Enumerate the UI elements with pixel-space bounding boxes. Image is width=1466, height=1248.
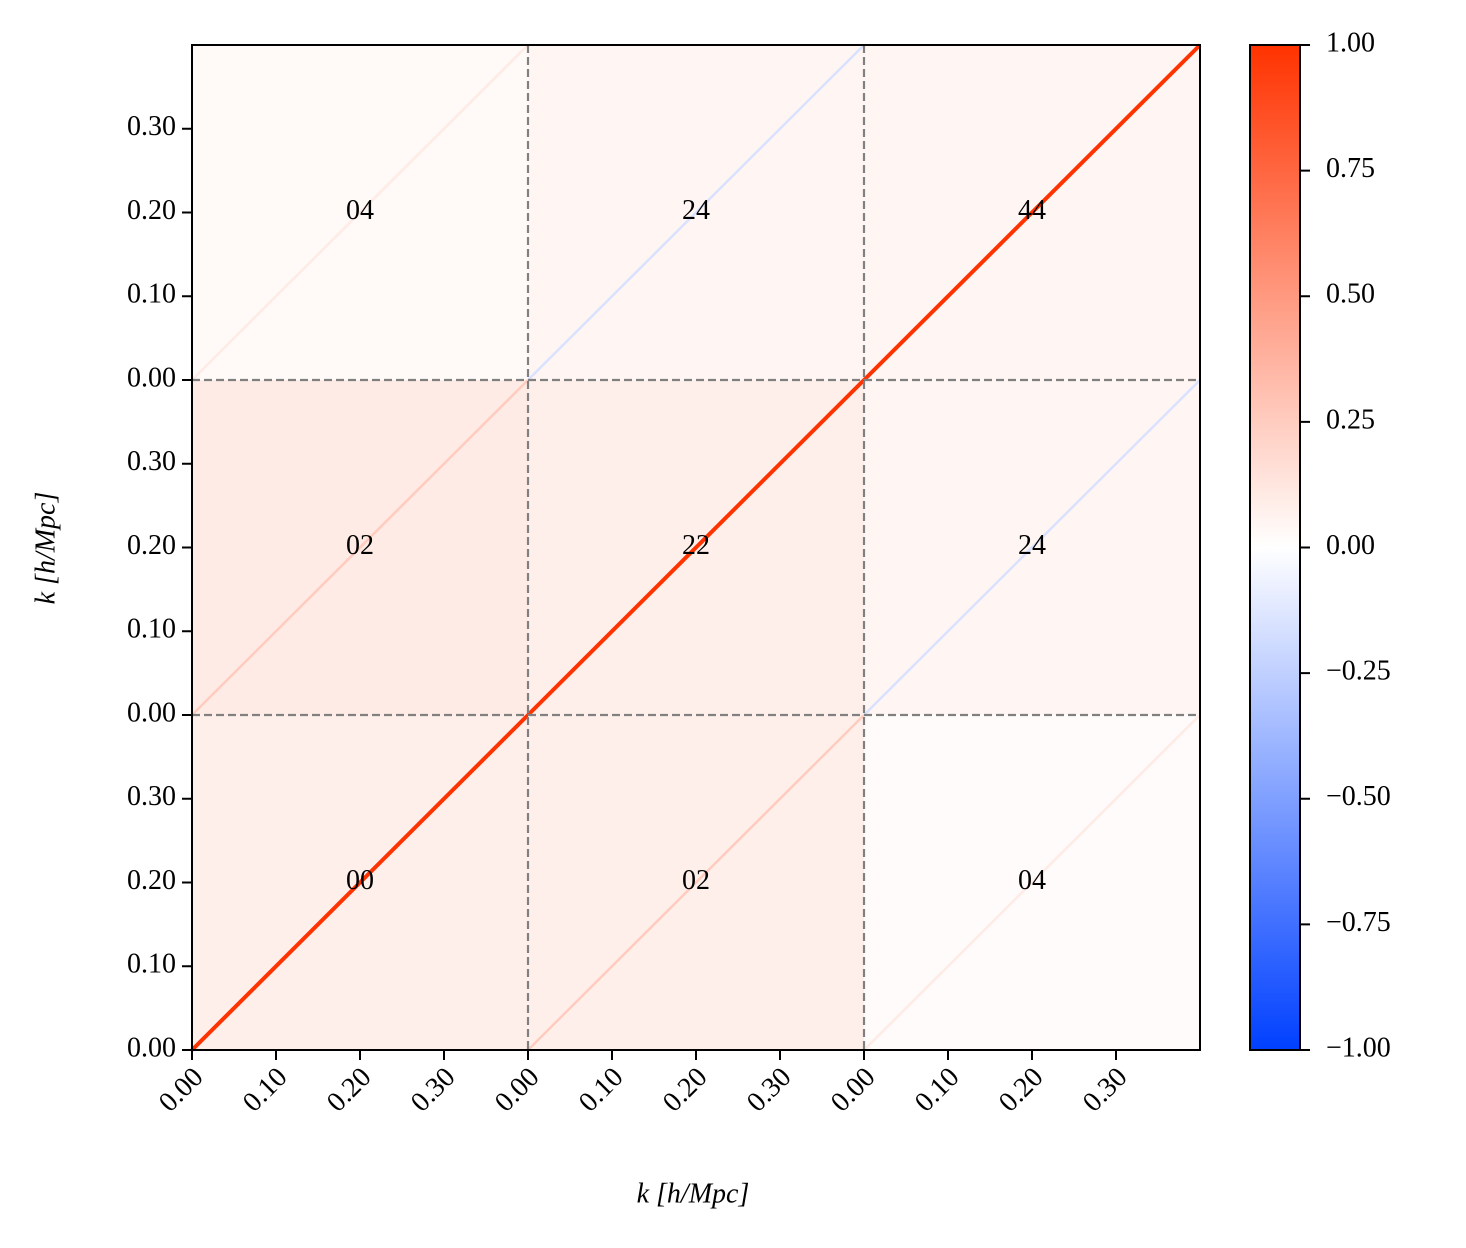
- block-label: 02: [682, 865, 710, 896]
- block-diagonal: [526, 378, 866, 717]
- y-tick-label: 0.30: [127, 446, 176, 477]
- block-diagonal: [863, 714, 1201, 1051]
- x-tick-label: 0.10: [237, 1062, 294, 1119]
- block-diagonal: [862, 43, 1202, 382]
- block-label: 02: [346, 530, 374, 561]
- x-tick-label: 0.20: [321, 1062, 378, 1119]
- y-tick-label: 0.10: [127, 279, 176, 310]
- y-tick-label: 0.20: [127, 530, 176, 561]
- colorbar-tick-label: 1.00: [1326, 27, 1375, 58]
- block-diagonal: [863, 379, 1201, 716]
- block-label: 24: [682, 195, 710, 226]
- x-tick-label: 0.10: [573, 1062, 630, 1119]
- colorbar-tick-label: 0.00: [1326, 530, 1375, 561]
- y-tick-label: 0.00: [127, 362, 176, 393]
- colorbar-tick-label: 0.50: [1326, 279, 1375, 310]
- colorbar-tick-label: −0.50: [1326, 781, 1391, 812]
- block-label: 22: [682, 530, 710, 561]
- block-diagonal: [527, 44, 865, 381]
- block-label: 04: [346, 195, 374, 226]
- x-axis-label: k [h/Mpc]: [637, 1178, 750, 1209]
- x-tick-label: 0.30: [741, 1062, 798, 1119]
- block-diagonal: [527, 714, 865, 1051]
- block-diagonal: [191, 379, 529, 716]
- x-tick-label: 0.00: [489, 1062, 546, 1119]
- y-tick-label: 0.00: [127, 1032, 176, 1063]
- colorbar-tick-label: −1.00: [1326, 1032, 1391, 1063]
- block-label: 00: [346, 865, 374, 896]
- y-axis-label: k [h/Mpc]: [30, 492, 61, 605]
- colorbar-tick-label: −0.75: [1326, 907, 1391, 938]
- x-tick-label: 0.00: [825, 1062, 882, 1119]
- y-tick-label: 0.30: [127, 111, 176, 142]
- block-label: 04: [1018, 865, 1046, 896]
- block-label: 24: [1018, 530, 1046, 561]
- colorbar-tick-label: 0.25: [1326, 404, 1375, 435]
- x-tick-label: 0.30: [405, 1062, 462, 1119]
- y-tick-label: 0.10: [127, 614, 176, 645]
- x-tick-label: 0.20: [993, 1062, 1050, 1119]
- colorbar-tick-label: 0.75: [1326, 153, 1375, 184]
- block-label: 44: [1018, 195, 1046, 226]
- colorbar-tick-label: −0.25: [1326, 656, 1391, 687]
- colorbar: [1249, 44, 1301, 1051]
- x-tick-label: 0.20: [657, 1062, 714, 1119]
- y-tick-label: 0.20: [127, 865, 176, 896]
- y-tick-label: 0.20: [127, 195, 176, 226]
- y-tick-label: 0.00: [127, 697, 176, 728]
- y-tick-label: 0.30: [127, 781, 176, 812]
- y-tick-label: 0.10: [127, 949, 176, 980]
- x-tick-label: 0.10: [909, 1062, 966, 1119]
- x-tick-label: 0.00: [153, 1062, 210, 1119]
- x-tick-label: 0.30: [1077, 1062, 1134, 1119]
- block-diagonal: [190, 713, 530, 1052]
- block-diagonal: [191, 44, 529, 381]
